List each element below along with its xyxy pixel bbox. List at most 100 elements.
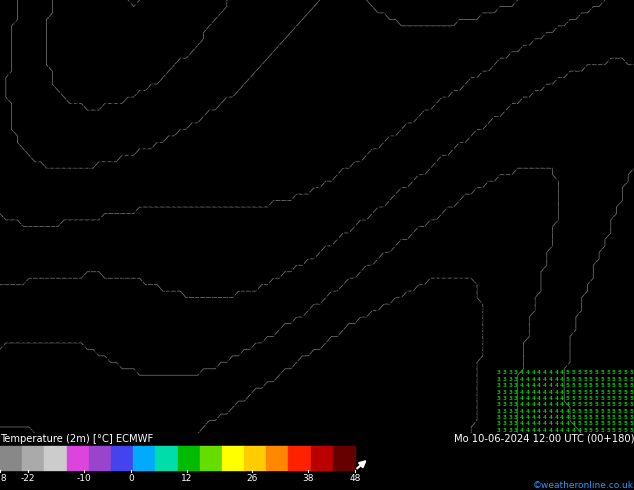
Text: 5: 5: [502, 71, 506, 76]
Text: 5: 5: [606, 0, 610, 6]
Text: 7: 7: [168, 128, 172, 133]
Text: 6: 6: [404, 77, 408, 82]
Text: 5: 5: [583, 39, 587, 44]
Text: 5: 5: [318, 198, 322, 203]
Text: 4: 4: [445, 154, 449, 159]
Text: 5: 5: [600, 281, 604, 286]
Text: 7: 7: [382, 0, 385, 6]
Text: 4: 4: [548, 249, 552, 254]
Text: 5: 5: [18, 237, 22, 242]
Text: 4: 4: [612, 58, 616, 63]
Text: 6: 6: [266, 77, 270, 82]
Text: 6: 6: [283, 167, 287, 172]
Text: 5: 5: [456, 122, 460, 127]
Text: ©weatheronline.co.uk: ©weatheronline.co.uk: [533, 481, 634, 490]
Text: 3: 3: [479, 243, 483, 248]
Text: 4: 4: [168, 300, 172, 305]
Text: 4: 4: [162, 319, 166, 324]
Text: 5: 5: [335, 192, 339, 197]
Text: 1: 1: [404, 358, 408, 363]
Text: 2: 2: [226, 415, 230, 420]
Text: 3: 3: [496, 319, 500, 324]
Text: 6: 6: [30, 211, 34, 216]
Text: 4: 4: [595, 186, 598, 191]
Text: 6: 6: [7, 116, 11, 121]
Text: 2: 2: [387, 339, 391, 343]
Text: 2: 2: [301, 351, 304, 356]
Text: 2: 2: [295, 364, 299, 369]
Text: 4: 4: [439, 173, 443, 178]
Text: 4: 4: [30, 275, 34, 280]
Text: 6: 6: [375, 64, 379, 70]
Text: 2: 2: [266, 396, 270, 401]
Text: 6: 6: [134, 179, 138, 184]
Text: 8: 8: [157, 77, 160, 82]
Text: 1: 1: [364, 370, 368, 375]
Text: 3: 3: [520, 173, 524, 178]
Text: 6: 6: [197, 135, 201, 140]
Text: 6: 6: [456, 64, 460, 70]
Text: 3: 3: [122, 364, 126, 369]
Text: 6: 6: [139, 167, 143, 172]
Text: 3: 3: [214, 377, 218, 382]
Text: 2: 2: [433, 300, 437, 305]
Text: 4: 4: [600, 77, 604, 82]
Text: 7: 7: [18, 39, 22, 44]
Text: 7: 7: [99, 135, 103, 140]
Text: 4: 4: [122, 281, 126, 286]
Text: 4: 4: [566, 192, 569, 197]
Text: 4: 4: [382, 205, 385, 210]
Text: 4: 4: [618, 77, 621, 82]
Text: 3: 3: [272, 332, 276, 337]
Text: 3: 3: [502, 179, 506, 184]
Text: 4: 4: [174, 332, 178, 337]
Text: 6: 6: [76, 186, 80, 191]
Text: 6: 6: [353, 128, 356, 133]
Text: 5: 5: [151, 269, 155, 273]
Text: 6: 6: [266, 122, 270, 127]
Text: 2: 2: [382, 345, 385, 350]
Text: 3: 3: [128, 415, 132, 420]
Text: 5: 5: [174, 256, 178, 261]
Text: 4: 4: [191, 319, 195, 324]
Text: 2: 2: [445, 409, 449, 414]
Text: 2: 2: [387, 313, 391, 318]
Text: 2: 2: [474, 370, 477, 375]
Text: 6: 6: [110, 205, 114, 210]
Text: 6: 6: [255, 198, 259, 203]
Text: 4: 4: [375, 205, 379, 210]
Text: 5: 5: [358, 167, 362, 172]
Text: 7: 7: [41, 109, 45, 114]
Text: 2: 2: [375, 307, 379, 312]
Text: 4: 4: [548, 421, 552, 426]
Text: 2: 2: [399, 351, 403, 356]
Text: 5: 5: [266, 249, 270, 254]
Text: 8: 8: [122, 32, 126, 38]
Text: 5: 5: [502, 90, 506, 95]
Text: 6: 6: [266, 147, 270, 152]
Text: 2: 2: [341, 326, 345, 331]
Text: 3: 3: [479, 428, 483, 433]
Text: 7: 7: [76, 160, 80, 165]
Text: 7: 7: [87, 141, 91, 146]
Text: 4: 4: [526, 415, 529, 420]
Text: 2: 2: [387, 307, 391, 312]
Text: 3: 3: [445, 218, 449, 222]
Text: 4: 4: [531, 358, 535, 363]
Text: 8: 8: [53, 51, 56, 57]
Text: 4: 4: [30, 326, 34, 331]
Text: 5: 5: [261, 224, 264, 229]
Text: 4: 4: [58, 313, 62, 318]
Text: 5: 5: [566, 51, 569, 57]
Text: 5: 5: [623, 288, 627, 293]
Text: 7: 7: [249, 64, 252, 70]
Text: 5: 5: [382, 198, 385, 203]
Text: 4: 4: [312, 269, 316, 273]
Text: 4: 4: [514, 160, 518, 165]
Text: 8: 8: [87, 26, 91, 31]
Text: 3: 3: [445, 269, 449, 273]
Text: 4: 4: [491, 122, 495, 127]
Text: 4: 4: [318, 281, 322, 286]
Text: 5: 5: [116, 262, 120, 267]
Text: 6: 6: [353, 154, 356, 159]
